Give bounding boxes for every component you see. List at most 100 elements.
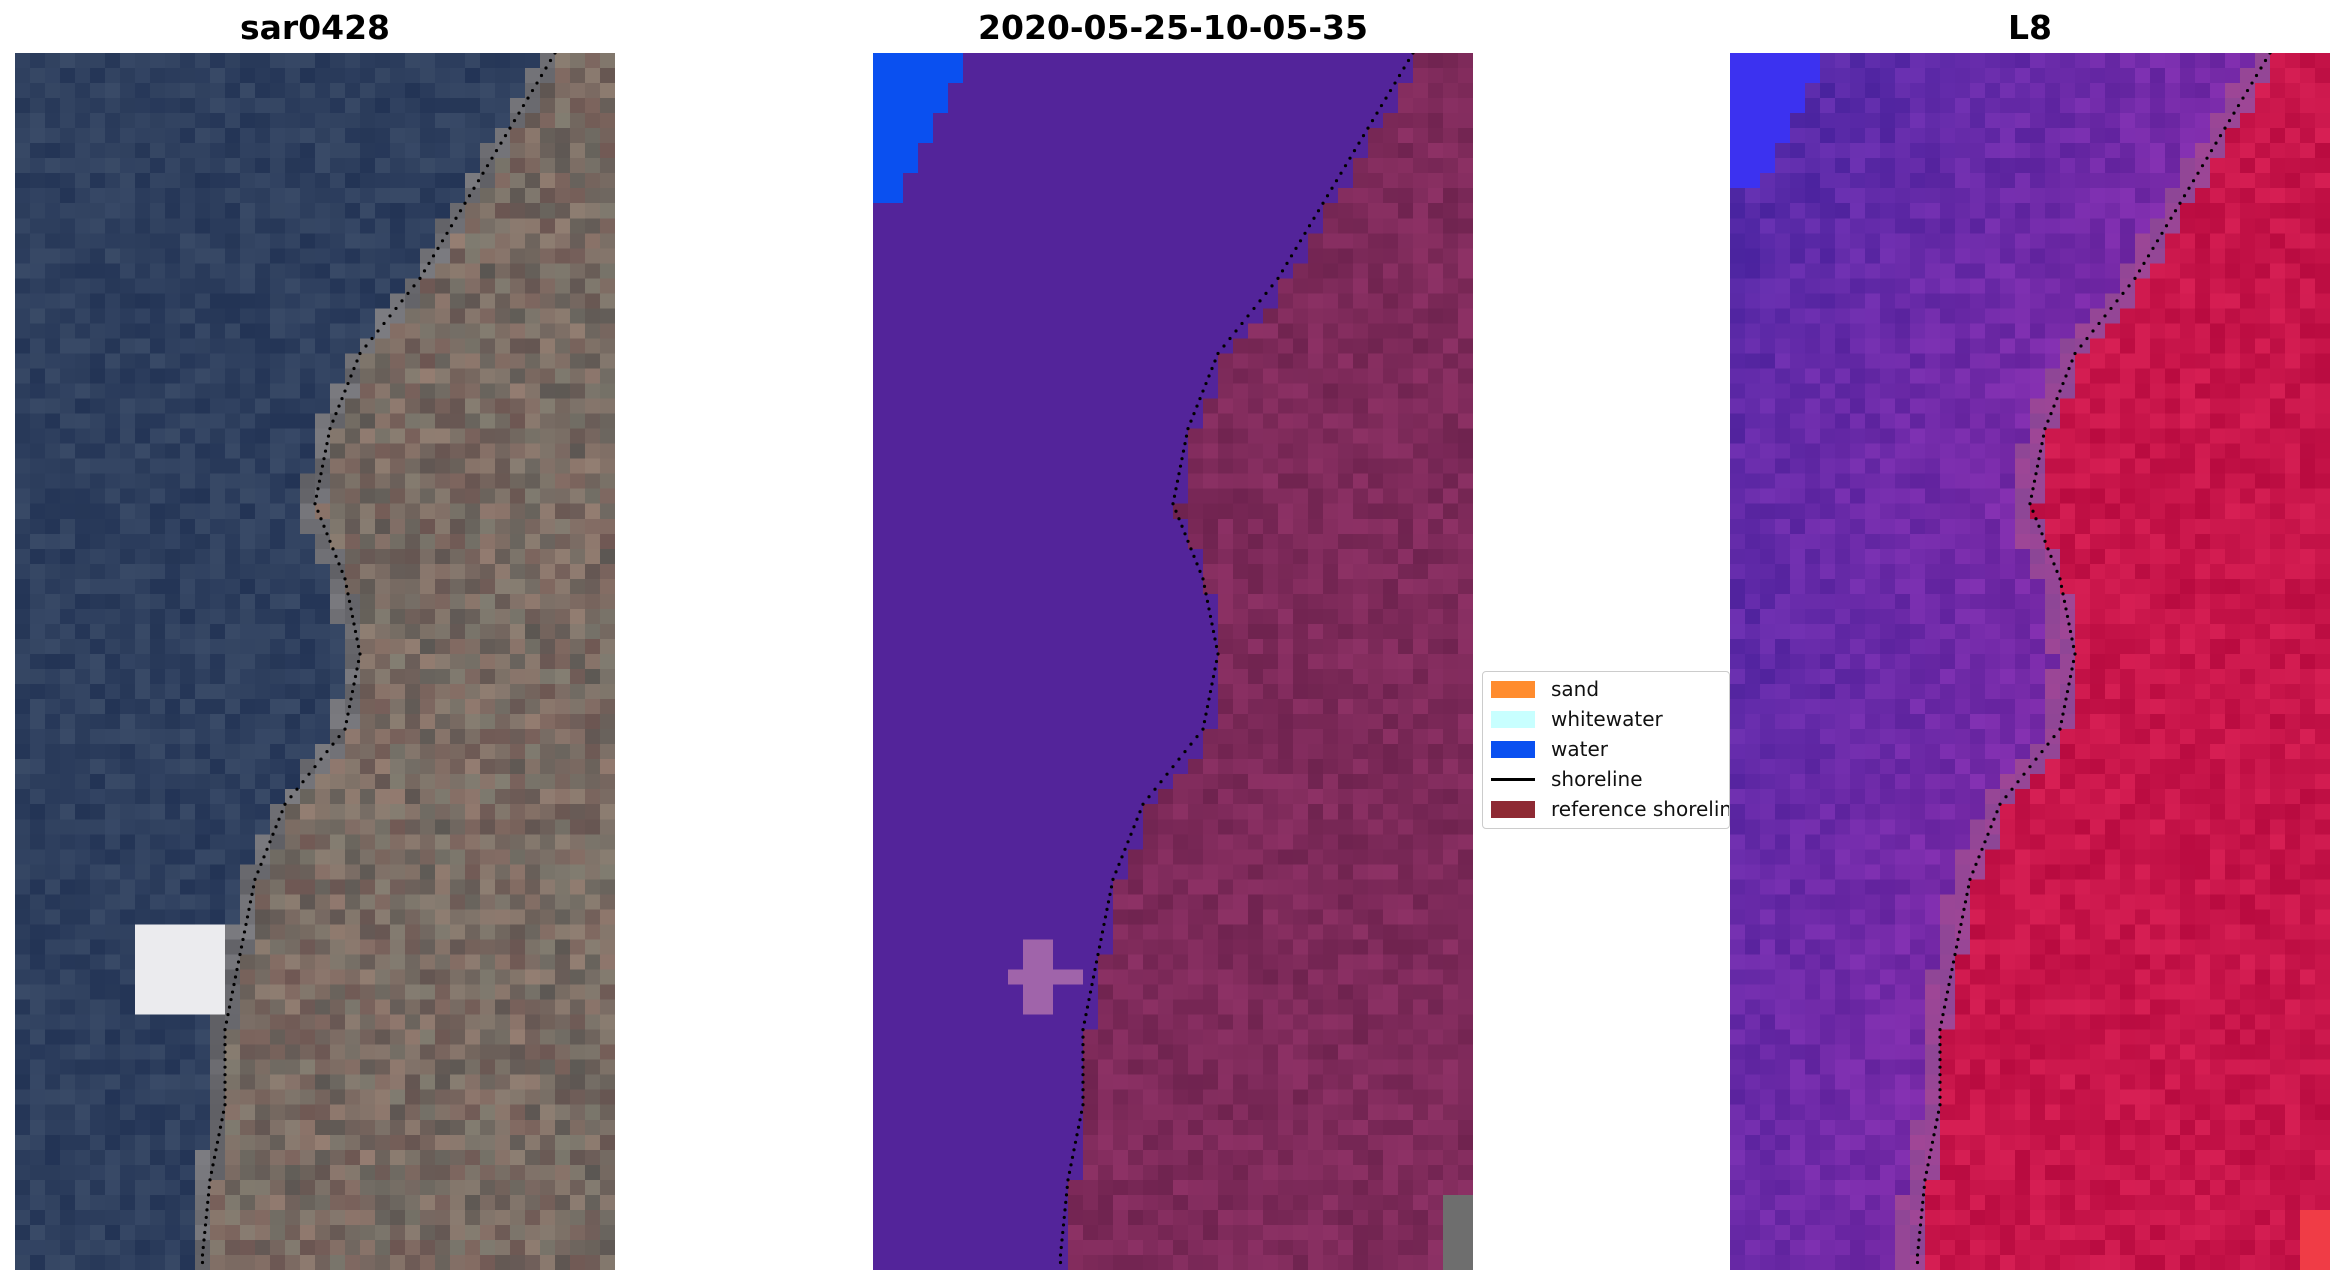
shoreline-dot	[2058, 577, 2062, 581]
shoreline-dot	[2055, 396, 2059, 401]
shoreline-dot	[1957, 930, 1962, 934]
shoreline-dot	[2064, 374, 2068, 378]
shoreline-dot	[2160, 231, 2164, 235]
shoreline-dot	[2079, 344, 2083, 348]
shoreline-dot	[1093, 967, 1097, 972]
shoreline-dot	[1183, 532, 1187, 536]
shoreline-dot	[499, 141, 503, 145]
shoreline-dot	[1930, 1140, 1935, 1144]
shoreline-dot	[259, 862, 263, 866]
shoreline-dot	[2250, 81, 2254, 85]
shoreline-dot	[1183, 442, 1187, 446]
shoreline-dot	[1954, 945, 1959, 949]
shoreline-dot	[2178, 201, 2182, 205]
shoreline-dot	[245, 915, 250, 919]
shoreline-dot	[343, 727, 347, 731]
shoreline-dot	[2064, 607, 2068, 611]
shoreline-dot	[1138, 810, 1142, 814]
shoreline-dot	[1228, 336, 1232, 341]
shoreline-dot	[2241, 96, 2245, 100]
shoreline-dot	[512, 119, 517, 123]
shoreline-dot	[1109, 885, 1114, 889]
shoreline-dot	[1208, 614, 1213, 619]
shoreline-dot	[1207, 607, 1211, 611]
shoreline-dot	[1919, 1215, 1923, 1220]
shoreline-dot	[344, 719, 349, 724]
shoreline-dot	[1933, 1125, 1938, 1129]
shoreline-dot	[1921, 1193, 1926, 1197]
shoreline-dot	[2068, 629, 2073, 634]
shoreline-dot	[314, 494, 319, 498]
shoreline-dot	[1210, 682, 1214, 686]
shoreline-dot	[467, 194, 472, 198]
shoreline-dot	[1303, 231, 1307, 235]
shoreline-dot	[2029, 494, 2034, 498]
shoreline-dot	[1920, 1208, 1924, 1212]
shoreline-dot	[485, 164, 490, 168]
shoreline-dot	[337, 562, 341, 566]
shoreline-dot	[346, 712, 350, 716]
shoreline-dot	[212, 1155, 217, 1159]
shoreline-dot	[1938, 1058, 1942, 1062]
shoreline-dot	[1947, 982, 1951, 987]
shoreline-dot	[2187, 186, 2191, 190]
shoreline-dot	[224, 1020, 229, 1024]
shoreline-dot	[223, 1095, 227, 1099]
shoreline-dot	[2142, 261, 2146, 265]
shoreline-dot	[1153, 787, 1157, 791]
shoreline-dot	[490, 156, 494, 160]
shoreline-dot	[1204, 381, 1208, 386]
shoreline-dot	[1172, 494, 1177, 498]
shoreline-dot	[271, 832, 275, 836]
shoreline-dot	[1929, 1148, 1933, 1152]
shoreline-dot	[1963, 900, 1968, 904]
shoreline-dot	[1974, 862, 1978, 866]
shoreline-dot	[1192, 554, 1196, 558]
shoreline-dot	[431, 254, 436, 258]
shoreline-dot	[1938, 1028, 1942, 1032]
shoreline-dot	[248, 900, 253, 904]
shoreline-dot	[2070, 359, 2074, 363]
shoreline-dot	[2232, 111, 2236, 115]
shoreline-dot	[2155, 239, 2160, 243]
shoreline-dot	[1061, 1223, 1066, 1227]
shoreline-dot	[1379, 103, 1384, 108]
shoreline-dot	[352, 366, 356, 371]
shoreline-dot	[334, 554, 338, 558]
classified-image	[873, 53, 1473, 1270]
shoreline-dot	[526, 96, 530, 100]
shoreline-dot	[394, 306, 398, 311]
shoreline-dot	[1141, 802, 1145, 806]
shoreline-dot	[2031, 509, 2035, 513]
shoreline-dot	[1081, 1043, 1085, 1047]
shoreline-dot	[400, 299, 404, 303]
shoreline-dot	[1923, 1178, 1927, 1182]
shoreline-dot	[544, 66, 548, 70]
shoreline-dot	[1181, 449, 1186, 453]
shoreline-dot	[209, 1170, 214, 1174]
shoreline-dot	[1312, 216, 1316, 220]
shoreline-dot	[202, 1238, 206, 1242]
shoreline-dot	[223, 1073, 227, 1077]
shoreline-dot	[517, 111, 521, 115]
shoreline-dot	[325, 750, 329, 754]
shoreline-dot	[2137, 269, 2142, 273]
shoreline-dot	[1060, 1238, 1064, 1242]
shoreline-dot	[1258, 299, 1262, 303]
shoreline-dot	[200, 1260, 205, 1265]
shoreline-dot	[1375, 111, 1379, 115]
shoreline-dot	[256, 870, 260, 874]
shoreline-dot	[1174, 509, 1178, 513]
shoreline-dot	[1936, 1110, 1941, 1114]
legend-label-sand: sand	[1551, 677, 1600, 701]
shoreline-dot	[422, 269, 427, 273]
shoreline-dot	[1938, 1050, 1942, 1054]
shoreline-dot	[307, 772, 311, 776]
shoreline-dot	[200, 1253, 205, 1257]
shoreline-dot	[2227, 119, 2232, 123]
shoreline-dot	[2046, 419, 2050, 423]
shoreline-dot	[277, 817, 281, 821]
shoreline-dot	[207, 1185, 211, 1189]
shoreline-dot	[253, 877, 257, 881]
shoreline-dot	[472, 186, 476, 190]
